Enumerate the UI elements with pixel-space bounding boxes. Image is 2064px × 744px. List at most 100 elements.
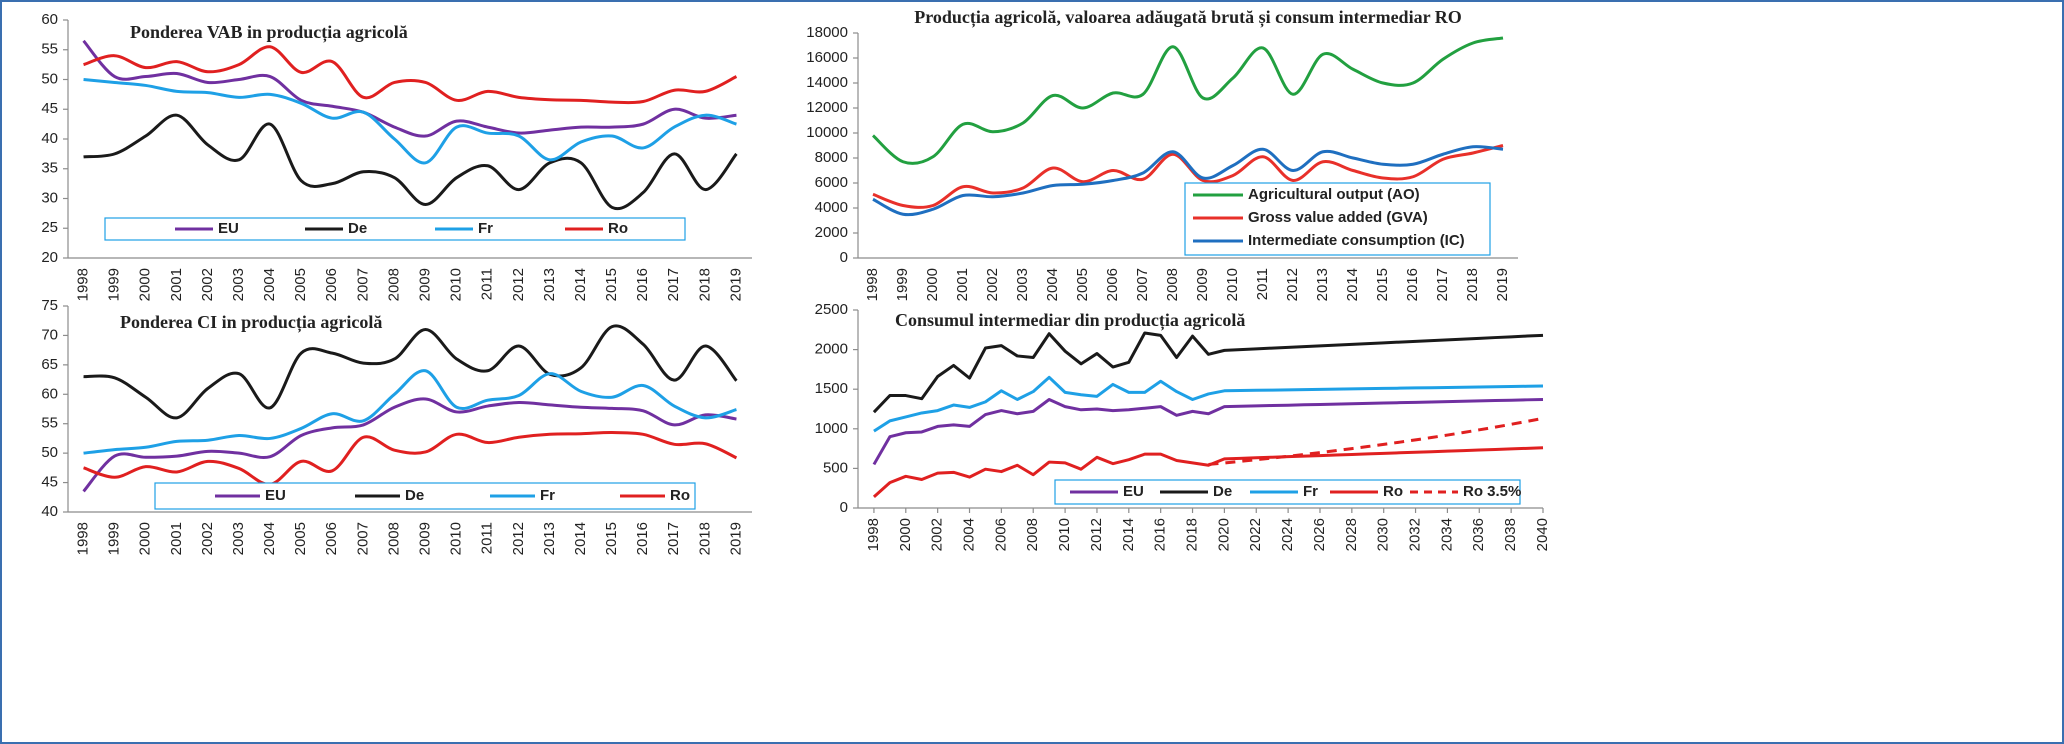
x-tick-label: 2018 [696, 522, 713, 555]
legend-label: De [405, 487, 424, 504]
legend-label: Ro 3.5% [1463, 483, 1521, 500]
x-tick-label: 2026 [1311, 518, 1328, 551]
x-tick-label: 2010 [1224, 268, 1241, 301]
x-tick-label: 2009 [417, 522, 434, 555]
x-tick-label: 2005 [1074, 268, 1091, 301]
x-tick-label: 2003 [1014, 268, 1031, 301]
legend-label: Agricultural output (AO) [1248, 186, 1420, 203]
x-tick-label: 2018 [1464, 268, 1481, 301]
x-tick-label: 2006 [323, 268, 340, 301]
series-line [83, 324, 738, 420]
x-tick-label: 2018 [1184, 518, 1201, 551]
x-tick-label: 2000 [897, 518, 914, 551]
chart-title: Ponderea CI in producția agricolă [120, 312, 382, 333]
y-tick-label: 50 [41, 70, 58, 87]
x-tick-label: 2004 [960, 518, 977, 551]
y-tick-label: 500 [823, 459, 848, 476]
y-tick-label: 60 [41, 11, 58, 28]
x-tick-label: 2012 [510, 268, 527, 301]
x-tick-label: 2017 [1434, 268, 1451, 301]
x-tick-label: 2005 [292, 522, 309, 555]
series-line [873, 375, 1544, 433]
y-tick-label: 1500 [815, 380, 848, 397]
x-tick-label: 2001 [168, 268, 185, 301]
x-tick-label: 2013 [541, 268, 558, 301]
series-line [82, 39, 737, 138]
legend-label: EU [265, 487, 286, 504]
x-tick-label: 2015 [603, 522, 620, 555]
legend-box [104, 217, 686, 241]
x-tick-label: 2008 [385, 268, 402, 301]
x-tick-label: 2002 [199, 522, 216, 555]
x-tick-label: 2011 [479, 268, 496, 300]
x-tick-label: 2008 [1164, 268, 1181, 301]
x-tick-label: 2005 [292, 268, 309, 301]
x-tick-label: 2006 [992, 518, 1009, 551]
x-tick-label: 2007 [354, 522, 371, 555]
x-tick-label: 2018 [696, 268, 713, 301]
y-tick-label: 40 [41, 503, 58, 520]
x-tick-label: 2038 [1502, 518, 1519, 551]
x-tick-label: 1999 [106, 268, 123, 301]
y-tick-label: 8000 [815, 149, 848, 166]
series-line [83, 78, 737, 165]
legend-label: EU [218, 220, 239, 237]
y-tick-label: 55 [41, 415, 58, 432]
chart-title: Ponderea VAB in producția agricolă [130, 22, 408, 43]
y-tick-label: 14000 [806, 74, 848, 91]
y-tick-label: 10000 [806, 124, 848, 141]
x-tick-label: 2001 [954, 268, 971, 301]
x-tick-label: 2016 [634, 522, 651, 555]
y-tick-label: 60 [41, 385, 58, 402]
series-line [1208, 416, 1544, 466]
legend-label: Ro [608, 220, 628, 237]
y-tick-label: 18000 [806, 24, 848, 41]
y-tick-label: 2500 [815, 301, 848, 318]
x-tick-label: 2007 [1134, 268, 1151, 301]
x-tick-label: 2017 [665, 268, 682, 301]
x-tick-label: 2003 [230, 522, 247, 555]
y-tick-label: 35 [41, 160, 58, 177]
y-tick-label: 20 [41, 249, 58, 266]
x-tick-label: 2016 [1404, 268, 1421, 301]
y-tick-label: 1000 [815, 420, 848, 437]
x-tick-label: 2019 [727, 522, 744, 555]
x-tick-label: 2010 [448, 268, 465, 301]
y-tick-label: 2000 [815, 224, 848, 241]
x-tick-label: 2013 [1314, 268, 1331, 301]
y-tick-label: 50 [41, 444, 58, 461]
series-line [83, 113, 738, 211]
x-tick-label: 2036 [1470, 518, 1487, 551]
x-tick-label: 2002 [984, 268, 1001, 301]
x-tick-label: 2008 [385, 522, 402, 555]
legend-label: Fr [478, 220, 493, 237]
legend-label: Ro [670, 487, 690, 504]
x-tick-label: 2001 [168, 522, 185, 555]
legend-label: Fr [1303, 483, 1318, 500]
x-tick-label: 2010 [1056, 518, 1073, 551]
x-tick-label: 2002 [929, 518, 946, 551]
x-tick-label: 2019 [1494, 268, 1511, 301]
series-line [872, 145, 1504, 217]
x-tick-label: 2004 [261, 522, 278, 555]
x-tick-label: 1998 [75, 268, 92, 301]
series-line [83, 431, 738, 486]
series-line [872, 397, 1544, 466]
x-tick-label: 2012 [1284, 268, 1301, 301]
x-tick-label: 2003 [230, 268, 247, 301]
x-tick-label: 2015 [603, 268, 620, 301]
x-tick-label: 2016 [1152, 518, 1169, 551]
legend-label: De [348, 220, 367, 237]
x-tick-label: 2014 [572, 268, 589, 301]
y-tick-label: 2000 [815, 341, 848, 358]
x-tick-label: 2028 [1343, 518, 1360, 551]
chart-title: Producția agricolă, valoarea adăugată br… [914, 7, 1461, 28]
y-tick-label: 30 [41, 189, 58, 206]
x-tick-label: 2017 [665, 522, 682, 555]
x-tick-label: 2015 [1374, 268, 1391, 301]
x-tick-label: 2006 [1104, 268, 1121, 301]
x-tick-label: 2016 [634, 268, 651, 301]
